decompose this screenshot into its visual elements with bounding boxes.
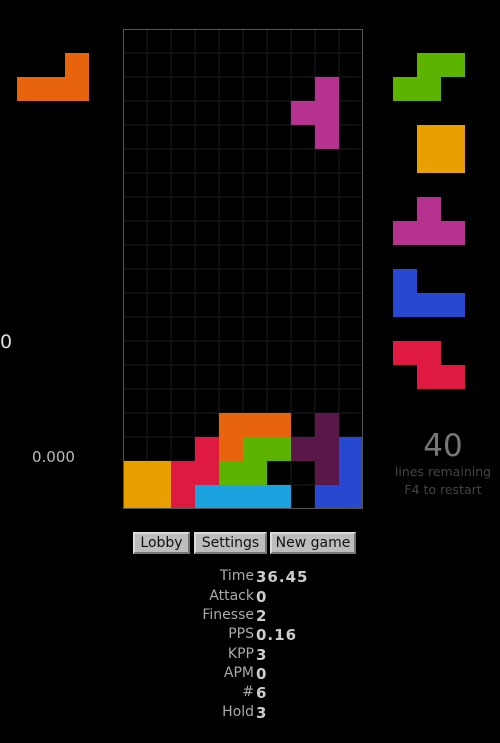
stat-value: 3 (256, 646, 268, 664)
lobby-button[interactable]: Lobby (133, 532, 190, 554)
piece-block (417, 77, 441, 101)
piece-block (417, 53, 441, 77)
locked-block (315, 437, 339, 461)
locked-block (195, 437, 219, 461)
stat-row-time: Time 36.45 (150, 568, 410, 587)
next-piece-3 (393, 197, 465, 245)
pace-readout: 0.000 (32, 448, 75, 466)
stat-value: 3 (256, 704, 268, 722)
stat-label: # (242, 684, 254, 700)
stat-label: Finesse (202, 607, 254, 623)
locked-block (339, 437, 362, 461)
stat-value: 6 (256, 684, 268, 702)
locked-block (267, 413, 291, 437)
active-piece-block (315, 101, 339, 125)
stat-value: 36.45 (256, 568, 309, 586)
piece-block (441, 221, 465, 245)
active-piece-block (315, 125, 339, 149)
locked-block (219, 461, 243, 485)
locked-block (195, 461, 219, 485)
stat-row-pps: PPS 0.16 (150, 626, 410, 645)
new-game-button[interactable]: New game (270, 532, 356, 554)
stat-label: APM (223, 665, 254, 681)
stat-label: Time (219, 568, 254, 584)
piece-block (417, 149, 441, 173)
piece-block (441, 365, 465, 389)
piece-block (393, 77, 417, 101)
stat-value: 0 (256, 665, 268, 683)
lines-remaining-count: 40 (423, 428, 463, 464)
stat-value: 0 (256, 588, 268, 606)
piece-block (41, 77, 65, 101)
lines-remaining-label: lines remaining (394, 464, 492, 479)
locked-block (219, 485, 243, 508)
piece-block (65, 77, 89, 101)
locked-block (124, 461, 147, 485)
locked-block (219, 413, 243, 437)
piece-block (393, 269, 417, 293)
piece-block (17, 77, 41, 101)
restart-hint: F4 to restart (404, 482, 482, 497)
playfield (123, 29, 363, 509)
piece-block (441, 53, 465, 77)
piece-block (441, 149, 465, 173)
next-piece-5 (393, 341, 465, 389)
stat-value: 0.16 (256, 626, 298, 644)
locked-block (291, 437, 315, 461)
piece-block (417, 197, 441, 221)
piece-block (393, 221, 417, 245)
stat-label: Attack (209, 588, 254, 604)
stat-row-pieces: # 6 (150, 684, 410, 703)
locked-block (171, 461, 195, 485)
piece-block (417, 293, 441, 317)
locked-block (243, 437, 267, 461)
stat-label: KPP (227, 646, 254, 662)
playfield-grid (124, 30, 362, 508)
locked-block (267, 437, 291, 461)
hold-piece (17, 53, 89, 101)
locked-block (243, 413, 267, 437)
next-piece-4 (393, 269, 465, 317)
locked-block (147, 461, 171, 485)
locked-block (147, 485, 171, 508)
locked-block (195, 485, 219, 508)
stat-value: 2 (256, 607, 268, 625)
locked-block (243, 485, 267, 508)
stat-row-apm: APM 0 (150, 665, 410, 684)
piece-block (393, 341, 417, 365)
stat-label: PPS (228, 626, 254, 642)
settings-button[interactable]: Settings (194, 532, 267, 554)
piece-block (417, 221, 441, 245)
stat-label: Hold (222, 704, 254, 720)
locked-block (315, 413, 339, 437)
stat-row-hold: Hold 3 (150, 704, 410, 723)
piece-block (393, 293, 417, 317)
locked-block (315, 485, 339, 508)
locked-block (243, 461, 267, 485)
next-piece-1 (393, 53, 465, 101)
locked-block (315, 461, 339, 485)
locked-block (267, 485, 291, 508)
stat-row-attack: Attack 0 (150, 588, 410, 607)
locked-block (339, 485, 362, 508)
stat-row-kpp: KPP 3 (150, 646, 410, 665)
locked-block (124, 485, 147, 508)
locked-block (339, 461, 362, 485)
piece-block (417, 341, 441, 365)
locked-block (171, 485, 195, 508)
piece-block (417, 365, 441, 389)
active-piece-block (291, 101, 315, 125)
locked-block (219, 437, 243, 461)
piece-block (441, 125, 465, 149)
next-piece-2 (417, 125, 465, 173)
active-piece-block (315, 77, 339, 101)
piece-block (441, 293, 465, 317)
hold-counter: 0 (0, 331, 13, 353)
piece-block (65, 53, 89, 77)
piece-block (417, 125, 441, 149)
stat-row-finesse: Finesse 2 (150, 607, 410, 626)
